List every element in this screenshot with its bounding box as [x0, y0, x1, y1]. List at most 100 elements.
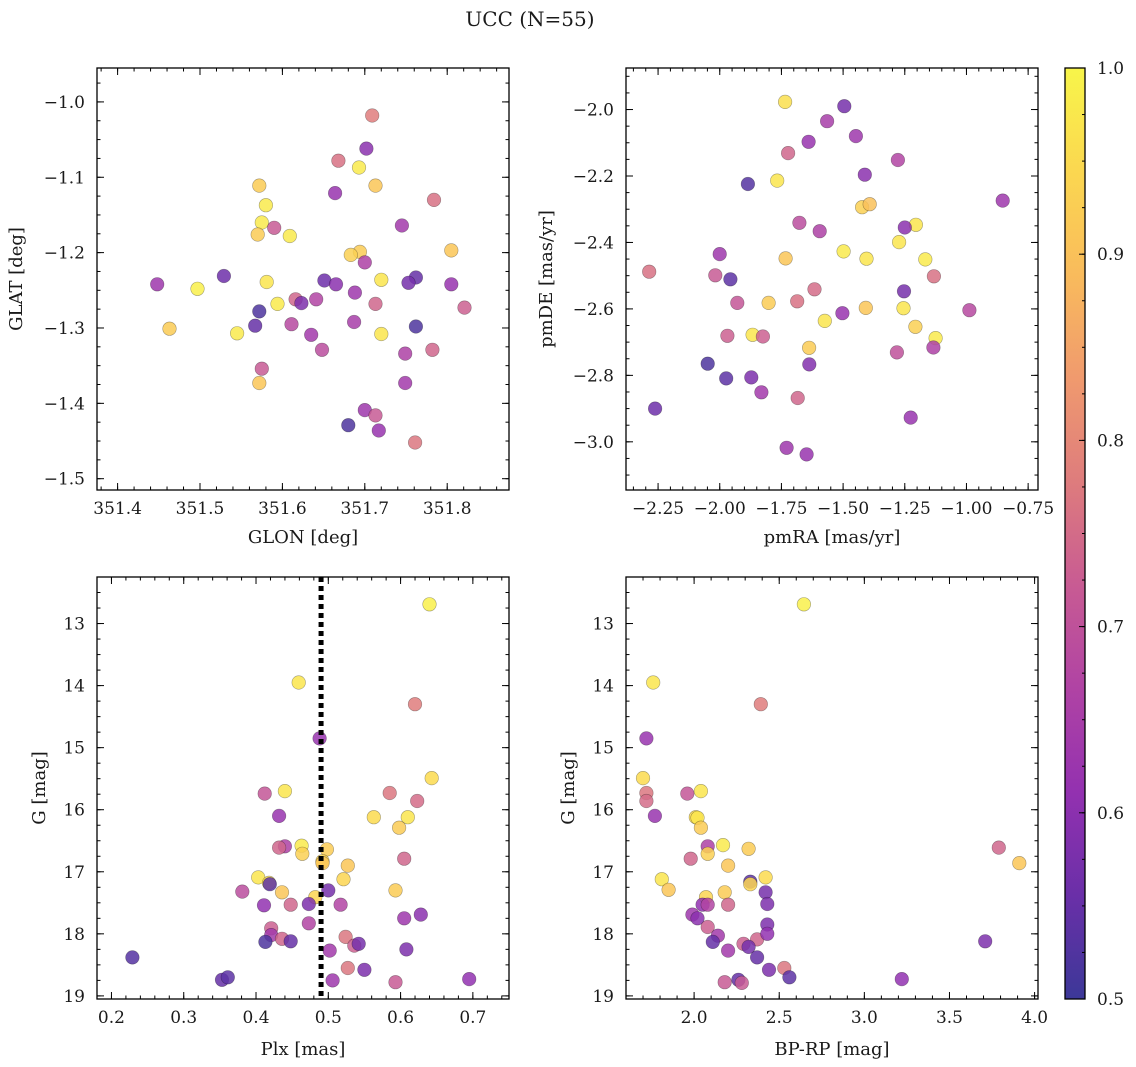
x-tick-label: 351.5 — [176, 499, 225, 519]
pmra-pmde-point — [790, 294, 805, 309]
glon-glat-point — [408, 435, 423, 450]
y-tick-label: 18 — [592, 925, 614, 945]
glon-glat-point — [328, 186, 343, 201]
plx-g-point — [277, 783, 293, 799]
x-tick-label: −1.25 — [879, 499, 931, 519]
colorbar-tick-label: 1.0 — [1097, 59, 1124, 79]
glon-glat-point — [374, 326, 389, 342]
pmra-pmde-point — [719, 371, 734, 386]
y-tick-label: 16 — [63, 801, 85, 821]
y-tick-label: −1.2 — [44, 244, 85, 264]
plx-g-point — [397, 851, 412, 866]
pmra-pmde-point — [761, 295, 776, 311]
pmra-pmde-point — [858, 300, 873, 316]
plx-g-point — [338, 929, 353, 945]
y-tick-label: −2.8 — [573, 366, 614, 386]
glat-axis-label: GLAT [deg] — [6, 227, 27, 331]
plx-g-point — [295, 846, 310, 861]
plx-g-point — [413, 907, 428, 922]
plx-g-point — [357, 962, 372, 977]
plx-g-point — [251, 870, 266, 885]
bprp-g-point — [717, 885, 732, 900]
bprp-g-point — [743, 877, 758, 892]
pmra-pmde-point — [995, 193, 1010, 208]
pmra-pmde-point — [897, 220, 912, 235]
x-tick-label: 4.0 — [1021, 1008, 1048, 1028]
x-tick-label: −2.00 — [694, 499, 746, 519]
y-tick-label: 16 — [592, 801, 614, 821]
glon-glat-point — [254, 361, 269, 376]
glon-glat-point — [347, 285, 363, 300]
bprp-g-panel: 2.0 2.5 3.0 3.5 4.0 13 14 15 16 17 18 19 BP-RP [mag… — [558, 576, 1048, 1060]
pmra-pmde-point — [744, 370, 759, 385]
bprp-g-point — [700, 919, 715, 935]
pmra-pmde-point — [801, 134, 816, 149]
x-tick-label: −0.75 — [1002, 499, 1054, 519]
colorbar-tick-label: 0.8 — [1097, 431, 1124, 451]
glon-glat-point — [359, 141, 374, 156]
pmra-pmde-point — [779, 440, 794, 455]
bprp-g-point — [693, 820, 709, 835]
pmra-pmde-point — [857, 167, 872, 182]
pmra-pmde-point — [896, 284, 912, 299]
plx-g-panel: 0.2 0.3 0.4 0.5 0.6 0.7 13 14 15 16 17 18 19 Plx [ma… — [29, 576, 510, 1060]
x-tick-label: −1.75 — [755, 499, 807, 519]
x-tick-label: 0.5 — [315, 1008, 342, 1028]
glon-glat-point — [294, 296, 309, 311]
glon-glat-panel: 351.4 351.5 351.6 351.7 351.8 −1.5 −1.4 −1.3 −1.… — [6, 67, 510, 548]
y-tick-label: −2.6 — [573, 300, 614, 320]
bprp-g-point — [753, 697, 768, 712]
plx-g-point — [340, 960, 355, 976]
x-tick-label: 0.6 — [387, 1008, 414, 1028]
pmra-pmde-panel: −2.25 −2.00 −1.75 −1.50 −1.25 −1.00 −0.75 −3.0 −… — [536, 67, 1054, 548]
pmra-pmde-point — [647, 401, 663, 416]
pmra-pmde-point — [708, 268, 723, 283]
glon-glat-point — [267, 220, 282, 235]
glon-glat-point — [351, 160, 367, 175]
y-tick-label: −2.0 — [573, 101, 614, 121]
glon-glat-point — [150, 277, 165, 292]
plx-g-point — [258, 934, 273, 950]
pmra-pmde-point — [812, 224, 827, 239]
pmra-pmde-point — [755, 329, 771, 344]
x-tick-label: 0.2 — [98, 1008, 125, 1028]
plx-g-point — [220, 970, 235, 985]
plx-g-point — [256, 898, 272, 913]
pmra-pmde-point — [836, 244, 851, 259]
glon-glat-point — [282, 228, 297, 244]
g-axis-label-left: G [mag] — [29, 751, 50, 824]
glon-glat-point — [162, 321, 177, 336]
pmra-axis-label: pmRA [mas/yr] — [764, 527, 901, 548]
pmra-pmde-point — [817, 313, 832, 329]
bprp-g-frame — [625, 576, 1039, 1000]
glon-glat-point — [341, 418, 356, 433]
plx-g-point — [301, 916, 316, 931]
bprp-g-point — [683, 851, 698, 866]
x-tick-label: 0.7 — [459, 1008, 486, 1028]
glon-glat-point — [368, 408, 383, 423]
bprp-g-point — [761, 962, 777, 977]
pmra-pmde-point — [799, 447, 814, 462]
glon-glat-point — [398, 346, 413, 361]
glon-glat-point — [328, 277, 344, 292]
bprp-g-point — [717, 975, 732, 990]
glon-glat-point — [331, 153, 346, 168]
plx-g-points — [125, 597, 477, 990]
pmra-pmde-point — [926, 340, 941, 355]
pmra-pmde-point — [778, 251, 793, 266]
glon-glat-point — [309, 292, 324, 307]
plx-g-point — [235, 884, 250, 899]
plx-g-point — [382, 785, 397, 801]
pmra-pmde-point — [780, 146, 796, 161]
bprp-g-ticks: 2.0 2.5 3.0 3.5 4.0 13 14 15 16 17 18 19 — [592, 576, 1048, 1028]
glon-glat-point — [368, 296, 383, 312]
y-tick-label: −1.4 — [44, 394, 85, 414]
glon-glat-point — [259, 274, 274, 290]
bprp-g-point — [693, 783, 709, 799]
glon-glat-point — [216, 268, 231, 284]
plx-g-point — [407, 697, 423, 712]
bprp-g-point — [1012, 855, 1027, 871]
plx-g-point — [340, 858, 355, 873]
g-axis-label-right: G [mag] — [558, 751, 579, 824]
pmra-pmde-point — [889, 345, 905, 360]
